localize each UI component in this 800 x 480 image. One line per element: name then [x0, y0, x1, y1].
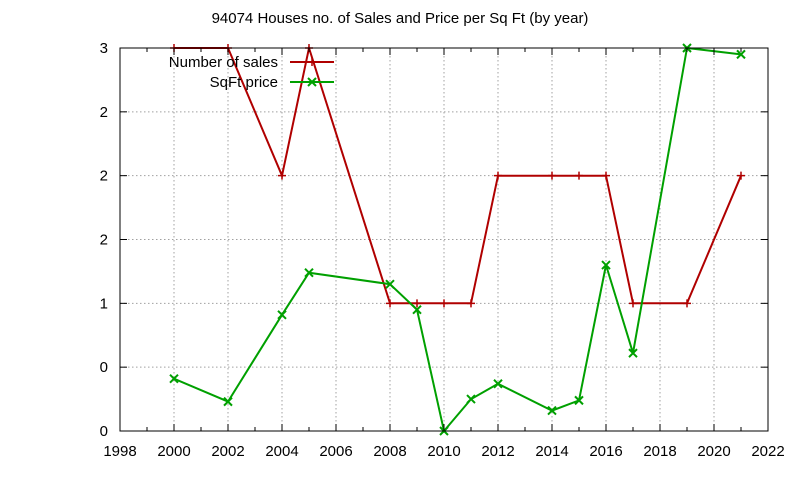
- legend-label: SqFt price: [210, 74, 278, 91]
- y-tick-label: 1: [100, 295, 108, 312]
- data-point: [736, 49, 746, 60]
- x-tick-label: 2020: [697, 443, 730, 460]
- x-tick-label: 1998: [103, 443, 136, 460]
- data-point: [440, 299, 448, 308]
- x-tick-label: 2004: [265, 443, 298, 460]
- data-point: [602, 171, 610, 180]
- data-point: [413, 299, 421, 308]
- y-tick-label: 3: [100, 40, 108, 57]
- x-tick-label: 2014: [535, 443, 568, 460]
- x-tick-label: 2006: [319, 443, 352, 460]
- data-point: [304, 267, 314, 278]
- y-tick-label: 0: [100, 423, 108, 440]
- data-point: [223, 396, 233, 407]
- data-point: [547, 405, 557, 416]
- data-point: [548, 171, 556, 180]
- x-tick-label: 2016: [589, 443, 622, 460]
- x-tick-label: 2018: [643, 443, 676, 460]
- axes: 1998 2000 2002 2004 2006 2008 2010 2012 2014 2016…: [100, 40, 785, 460]
- y-tick-label: 2: [100, 168, 108, 185]
- legend-label: Number of sales: [169, 54, 278, 71]
- data-point: [737, 171, 745, 180]
- series-sqft-price: [169, 43, 746, 436]
- data-point: [575, 171, 583, 180]
- data-point: [308, 58, 316, 66]
- y-tick-label: 0: [100, 359, 108, 376]
- data-point: [307, 77, 317, 87]
- x-tick-label: 2022: [751, 443, 784, 460]
- y-tick-label: 2: [100, 104, 108, 121]
- plot-border: [119, 47, 769, 432]
- data-point: [466, 394, 476, 404]
- chart-title: 94074 Houses no. of Sales and Price per …: [212, 10, 589, 27]
- x-tick-label: 2012: [481, 443, 514, 460]
- data-point: [683, 299, 691, 308]
- data-point: [601, 260, 611, 270]
- x-tick-label: 2000: [157, 443, 190, 460]
- data-point: [629, 299, 637, 308]
- data-point: [169, 373, 179, 384]
- y-tick-label: 2: [100, 232, 108, 249]
- data-point: [574, 395, 584, 406]
- data-point: [493, 379, 503, 389]
- x-tick-label: 2002: [211, 443, 244, 460]
- data-point: [494, 171, 502, 180]
- data-point: [412, 305, 422, 315]
- data-point: [278, 171, 286, 180]
- data-point: [277, 310, 287, 320]
- data-point: [628, 348, 638, 358]
- x-tick-label: 2008: [373, 443, 406, 460]
- legend: Number of sales SqFt price: [169, 54, 334, 91]
- data-point: [467, 299, 475, 308]
- data-point: [386, 299, 394, 308]
- data-point: [385, 279, 395, 289]
- x-tick-label: 2010: [427, 443, 460, 460]
